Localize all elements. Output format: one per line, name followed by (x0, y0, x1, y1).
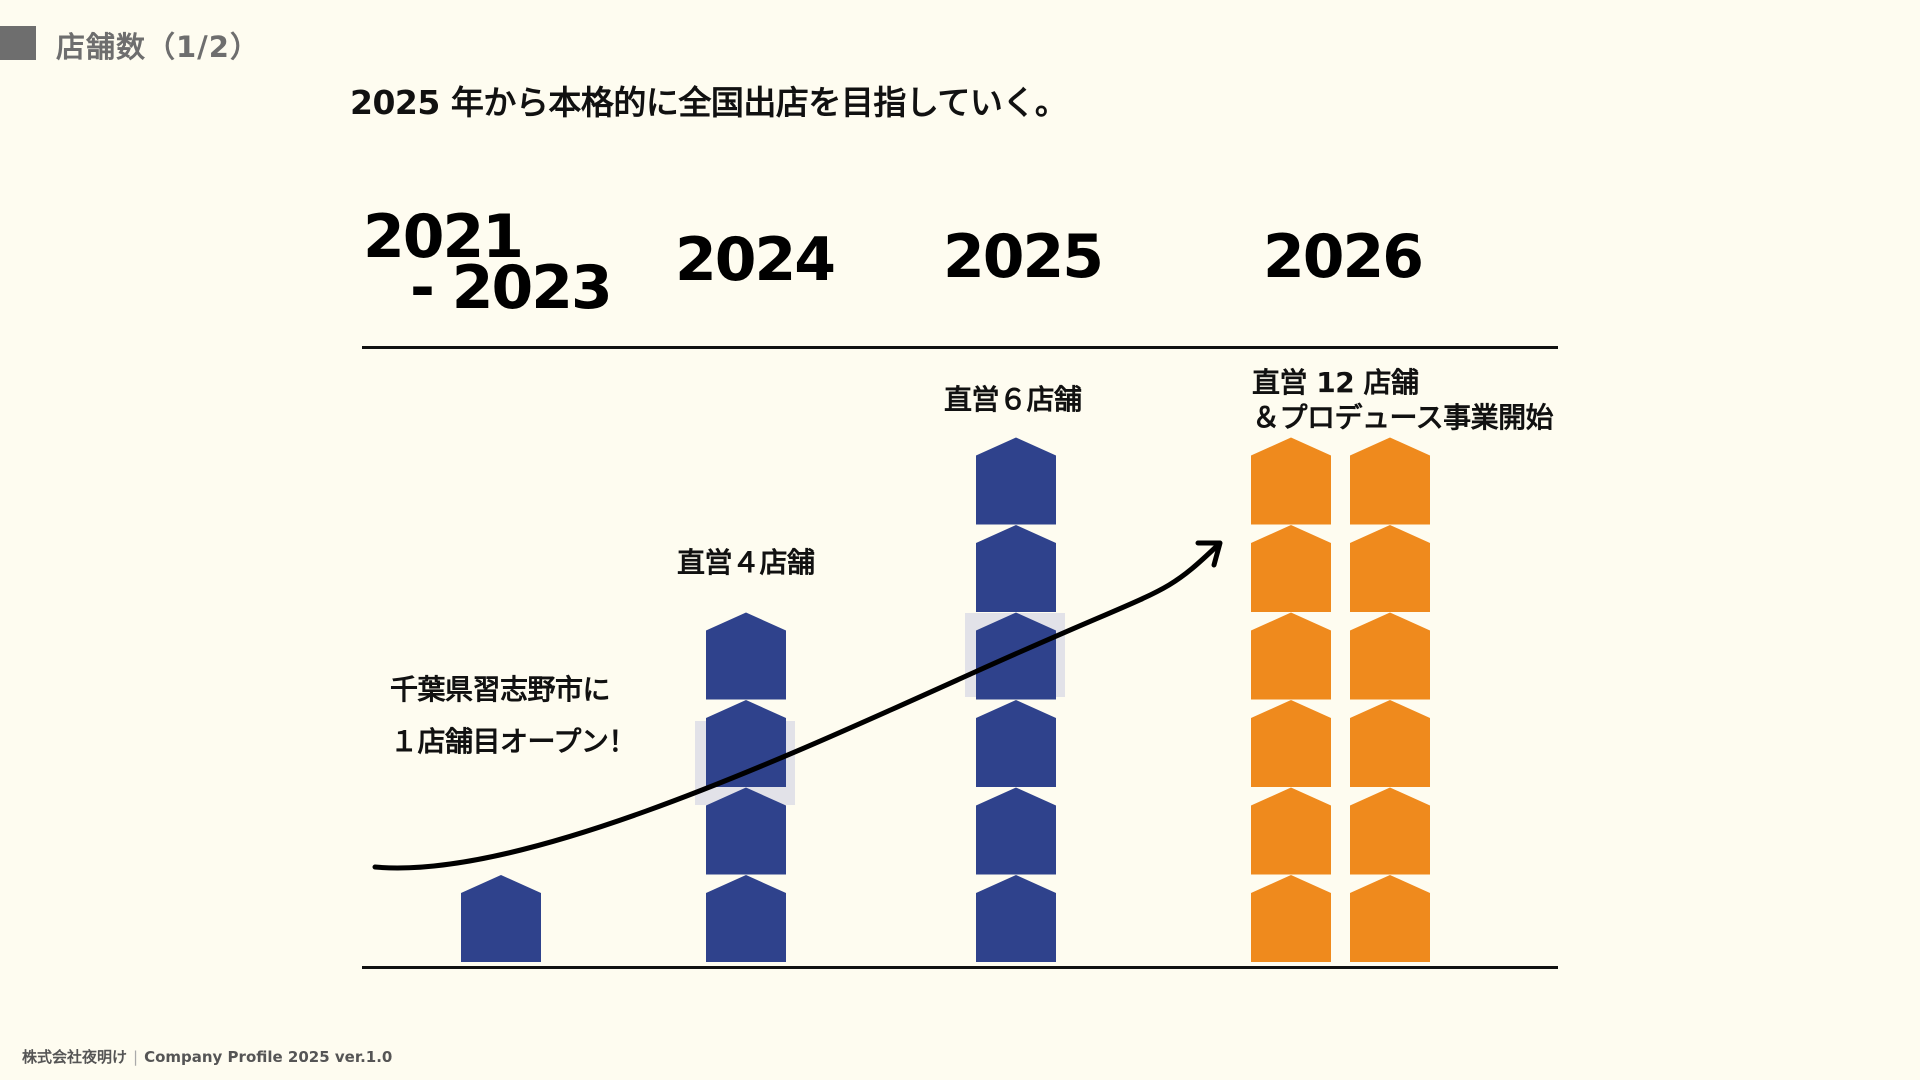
footer-doc: Company Profile 2025 ver.1.0 (144, 1048, 393, 1066)
store-house-icon (1251, 525, 1331, 612)
store-house-icon (1350, 525, 1430, 612)
store-house-icon (1350, 437, 1430, 525)
store-house-icon (1350, 700, 1430, 787)
bottom-rule (362, 966, 1558, 969)
footer: 株式会社夜明け | Company Profile 2025 ver.1.0 (22, 1046, 392, 1067)
caption-2026-line2: ＆プロデュース事業開始 (1252, 401, 1554, 434)
store-house-icon (1251, 700, 1331, 787)
store-house-icon (706, 612, 786, 700)
store-house-icon (1350, 612, 1430, 700)
store-house-icon (976, 875, 1056, 962)
trend-arrow (372, 542, 1221, 871)
caption-2021-line2: １店舗目オープン！ (390, 725, 636, 758)
caption-2026-line1: 直営 12 店舗 (1252, 366, 1419, 399)
year-label-2026: 2026 (1263, 222, 1424, 292)
store-house-icon (976, 787, 1056, 875)
top-rule (362, 346, 1558, 349)
store-house-icon (1350, 875, 1430, 962)
year-label-2024: 2024 (675, 225, 836, 295)
year-label-2021: 2021 (363, 202, 524, 272)
store-house-icon (976, 700, 1056, 787)
year-label-2023: - 2023 (410, 253, 613, 323)
store-house-icon (1251, 437, 1331, 525)
caption-2024: 直営４店舗 (677, 546, 815, 579)
headline: 2025 年から本格的に全国出店を目指していく。 (350, 83, 1068, 122)
store-house-icon (706, 875, 786, 962)
section-title: 店舗数（1/2） (56, 30, 260, 64)
caption-2021-line1: 千葉県習志野市に (390, 673, 611, 706)
trend-arrow-head (1195, 540, 1223, 568)
store-house-icon (976, 525, 1056, 612)
store-house-icon (1251, 787, 1331, 875)
store-house-icon (1251, 612, 1331, 700)
footer-separator: | (133, 1048, 139, 1066)
footer-company: 株式会社夜明け (22, 1048, 128, 1066)
year-label-2025: 2025 (943, 222, 1104, 292)
store-house-icon (1251, 875, 1331, 962)
caption-2025: 直営６店舗 (944, 383, 1082, 416)
store-house-icon (1350, 787, 1430, 875)
store-house-icon (976, 437, 1056, 525)
store-house-icon (706, 787, 786, 875)
section-marker (0, 26, 36, 60)
store-house-icon (461, 875, 541, 962)
